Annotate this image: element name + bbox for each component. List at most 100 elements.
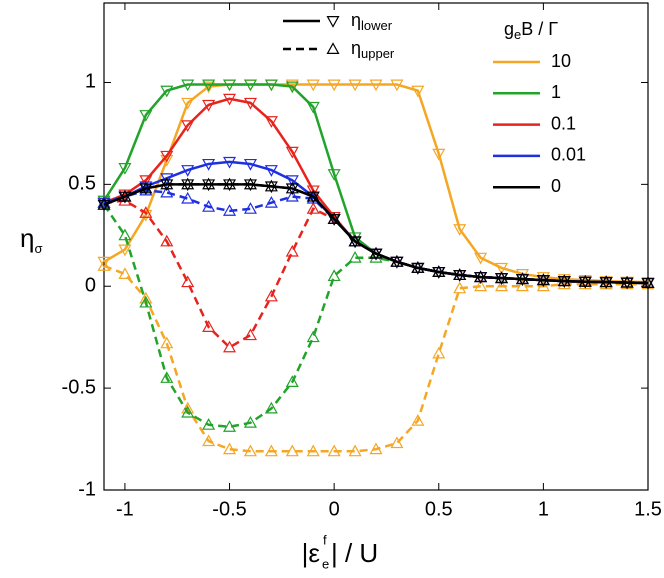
upper-marker (578, 277, 592, 290)
lower-marker (202, 79, 216, 92)
lower-marker (139, 175, 153, 188)
lower-marker (536, 275, 550, 287)
upper-marker (118, 193, 132, 206)
upper-marker (160, 336, 174, 349)
upper-marker (202, 320, 216, 332)
x-tick-label: -0.5 (212, 498, 246, 520)
lower-marker (474, 252, 488, 265)
x-label-rest: | / U (331, 538, 378, 568)
lower-marker (306, 101, 320, 114)
lower-marker (202, 158, 216, 171)
legend-label: 0.01 (551, 145, 586, 165)
lower-marker (327, 169, 341, 181)
upper-marker (285, 189, 299, 202)
x-tick-label: -1 (116, 498, 134, 520)
upper-marker (181, 275, 195, 288)
lower-marker (327, 79, 341, 92)
lower-marker (578, 276, 592, 289)
y-label-sub: σ (34, 241, 42, 256)
legend-title-g: g (504, 19, 514, 39)
lower-marker (160, 173, 174, 185)
x-axis-label: |ε e f | / U (302, 532, 379, 571)
legend-label-main: η (351, 10, 361, 30)
upper-line (103, 264, 648, 453)
upper-marker (390, 436, 404, 449)
lower-marker (223, 179, 237, 192)
y-tick-label: 0.5 (68, 173, 96, 195)
upper-marker (453, 281, 467, 294)
lower-marker (97, 256, 111, 269)
lower-marker (641, 277, 655, 290)
lower-marker (139, 183, 153, 196)
upper-marker (264, 401, 278, 414)
x-label-sub: e (322, 556, 329, 571)
upper-marker (264, 195, 278, 208)
lower-marker (369, 79, 383, 92)
lower-marker (264, 165, 278, 177)
lower-marker (160, 85, 174, 98)
upper-marker (264, 444, 278, 457)
plot-frame (103, 2, 649, 491)
lower-marker (264, 116, 278, 128)
upper-marker (181, 405, 195, 418)
upper-marker (97, 259, 111, 271)
lower-marker (285, 183, 299, 196)
lower-marker (390, 79, 404, 92)
lower-marker (160, 179, 174, 192)
lower-marker (181, 79, 195, 92)
upper-marker (202, 434, 216, 447)
lower-marker (285, 175, 299, 188)
legend-label-sub: upper (361, 46, 395, 61)
lower-marker (118, 191, 132, 204)
lower-marker (453, 224, 467, 236)
upper-marker (118, 267, 132, 280)
lower-marker (390, 256, 404, 269)
upper-marker (348, 444, 362, 457)
upper-marker (223, 204, 237, 216)
upper-marker (495, 279, 509, 292)
upper-marker (243, 444, 257, 457)
lower-marker (264, 79, 278, 92)
upper-marker (369, 442, 383, 455)
upper-marker (306, 330, 320, 343)
y-tick-label: 1 (85, 71, 96, 93)
y-axis-label: ησ (20, 223, 43, 257)
upper-marker (536, 279, 550, 292)
lower-marker (306, 79, 320, 92)
legend-title-sub: e (514, 27, 521, 42)
lower-marker (243, 97, 257, 110)
upper-marker (118, 228, 132, 241)
legend-label: ηlower (351, 10, 393, 34)
lower-marker (181, 97, 195, 110)
upper-marker (306, 444, 320, 457)
upper-marker (348, 250, 362, 263)
upper-line (103, 189, 649, 285)
lower-marker (202, 99, 216, 112)
lower-marker (557, 276, 571, 288)
legend-label: 0.1 (551, 113, 576, 133)
legend-marker-style (326, 16, 340, 28)
lower-marker (223, 93, 237, 106)
upper-marker (202, 418, 216, 430)
upper-marker (515, 279, 529, 292)
legend-label: ηupper (351, 38, 395, 62)
y-tick-label: -1 (78, 478, 96, 500)
lower-marker (202, 179, 216, 192)
lower-marker (306, 191, 320, 204)
upper-marker (243, 328, 257, 341)
lower-marker (264, 181, 278, 194)
x-tick-label: 1.5 (634, 498, 662, 520)
upper-marker (285, 244, 299, 257)
upper-marker (243, 202, 257, 214)
upper-marker (285, 375, 299, 388)
legend-title-rest: B / Γ (521, 19, 558, 39)
lower-marker (223, 156, 237, 169)
lower-marker (515, 274, 529, 286)
lower-marker (495, 273, 509, 285)
x-tick-label: 0 (329, 498, 340, 520)
lower-marker (202, 81, 216, 94)
legend-label: 0 (551, 176, 561, 196)
lower-marker (243, 158, 257, 171)
lower-marker (181, 179, 195, 192)
upper-marker (139, 206, 153, 218)
